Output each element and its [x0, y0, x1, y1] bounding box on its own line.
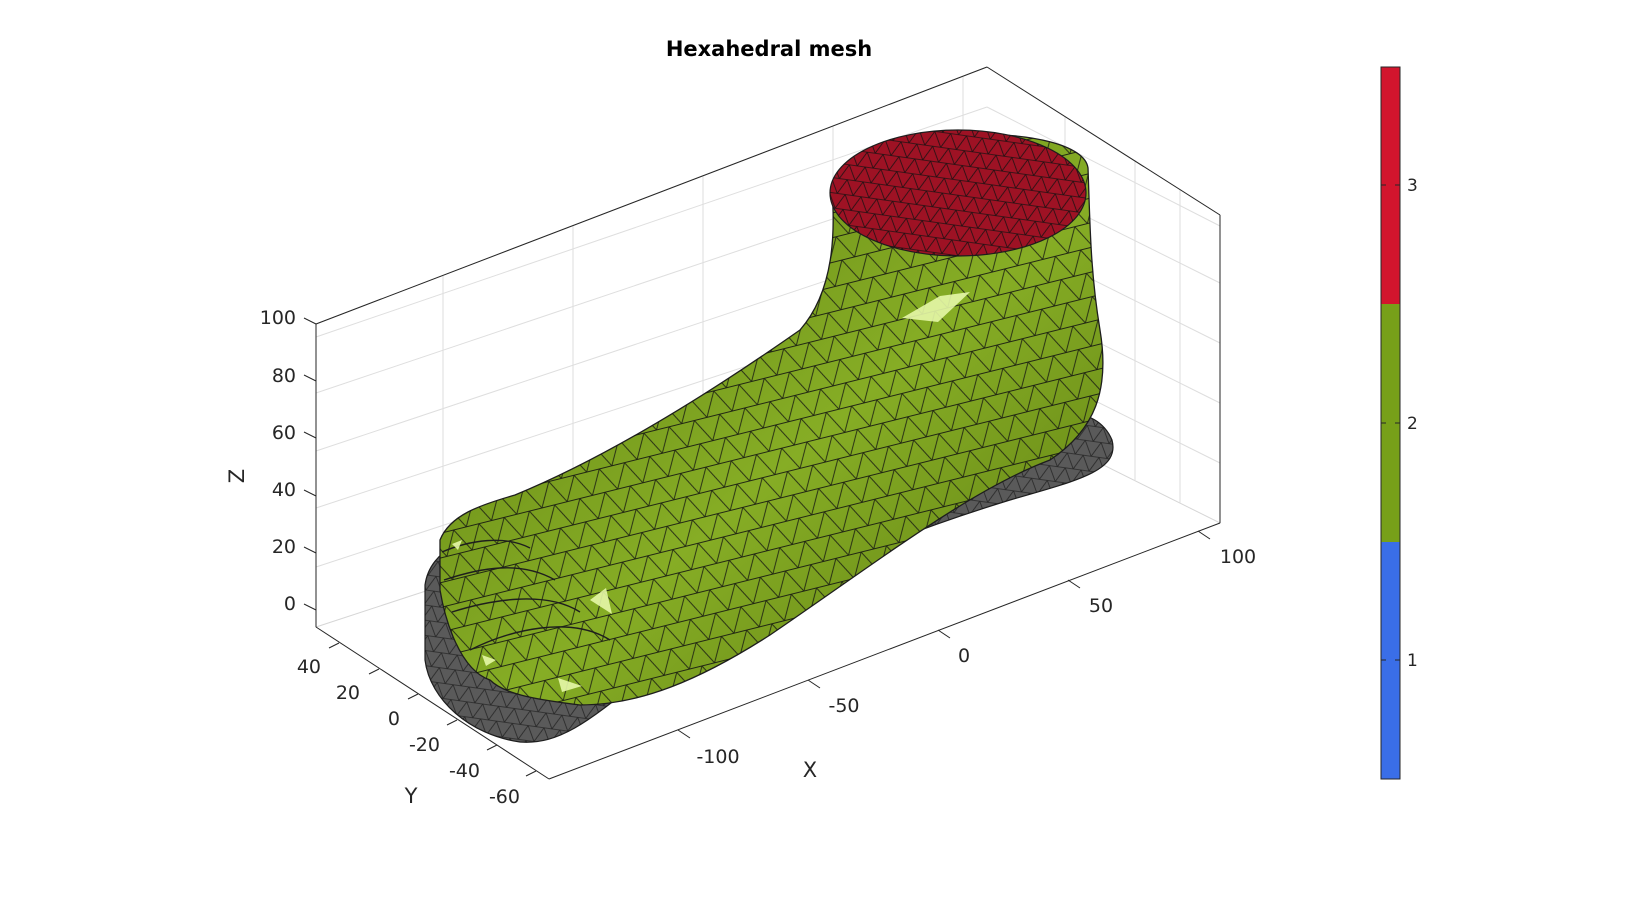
z-axis-label: Z — [225, 469, 249, 483]
y-tick-label: -20 — [409, 734, 440, 756]
colorbar-segment-2 — [1381, 304, 1400, 542]
x-axis-label: X — [803, 758, 817, 782]
y-tick-label: -60 — [489, 786, 520, 808]
colorbar-segment-3 — [1381, 67, 1400, 304]
mesh-foot — [439, 133, 1104, 706]
z-tick-label: 0 — [284, 593, 296, 615]
colorbar: 3 2 1 — [1380, 66, 1418, 780]
x-tick-label: 100 — [1220, 546, 1256, 568]
z-tick-label: 20 — [272, 536, 296, 558]
x-tick-label: -100 — [696, 746, 739, 768]
z-tick-label: 100 — [260, 307, 296, 329]
colorbar-segment-1 — [1381, 542, 1400, 779]
y-axis-label: Y — [404, 784, 418, 808]
z-tick-label: 40 — [272, 479, 296, 501]
x-tick-label: 50 — [1089, 595, 1113, 617]
x-tick-label: 0 — [958, 645, 970, 667]
z-tick-label: 60 — [272, 422, 296, 444]
figure-title: Hexahedral mesh — [666, 37, 872, 61]
colorbar-tick-label: 1 — [1407, 651, 1418, 671]
y-tick-label: -40 — [449, 760, 480, 782]
colorbar-tick-label: 3 — [1407, 176, 1418, 196]
x-tick-label: -50 — [828, 695, 859, 717]
y-tick-labels: 40 20 0 -20 -40 -60 — [297, 656, 520, 808]
y-tick-label: 20 — [336, 682, 360, 704]
z-tick-label: 80 — [272, 365, 296, 387]
colorbar-tick-label: 2 — [1407, 414, 1418, 434]
mesh-top-cap — [829, 129, 1087, 257]
z-tick-labels: 0 20 40 60 80 100 — [260, 307, 296, 615]
y-tick-label: 0 — [388, 708, 400, 730]
x-tick-labels: -100 -50 0 50 100 — [696, 546, 1256, 768]
y-tick-label: 40 — [297, 656, 321, 678]
